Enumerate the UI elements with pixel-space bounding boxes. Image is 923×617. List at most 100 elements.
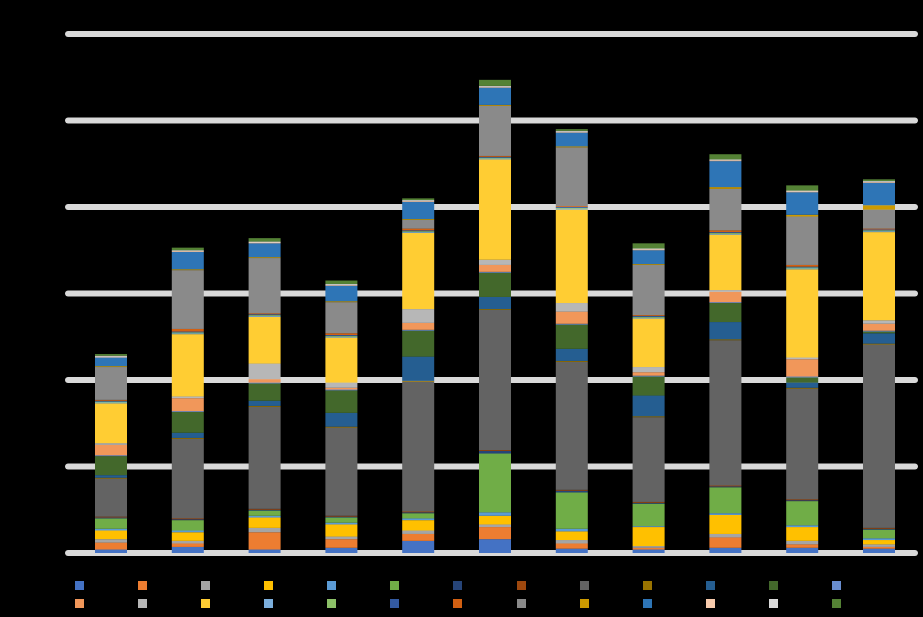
bar-segment [863,527,895,529]
bar-segment [709,547,742,553]
bar-segment [95,549,127,553]
bar-segment [709,487,742,514]
bar-segment [632,547,665,550]
bar-segment [171,437,204,439]
bar-segment [95,517,127,519]
bar-segment [95,539,127,543]
bar-segment [402,381,435,512]
bar-segment [709,233,742,235]
bar-segment [325,283,358,285]
bar-segment [555,207,588,208]
bar-segment [402,219,435,229]
bar-segment [863,331,895,334]
bar-segment [863,330,895,332]
bar-segment [863,205,895,210]
bar-segment [325,389,358,391]
bar-segment [786,544,819,548]
bar-segment [709,322,742,340]
bar-segment [709,514,742,534]
bar-segment [786,547,819,553]
bar-segment [171,520,204,531]
legend-swatch [453,598,463,608]
bar-segment [479,104,511,106]
legend-swatch [138,580,148,590]
bar-segment [479,158,511,160]
bar-segment [786,376,819,378]
bar-segment [479,512,511,516]
bar-segment [248,316,281,364]
legend-entry [768,598,832,608]
bar-segment [555,324,588,349]
bar-segment [555,528,588,532]
bar-segment [632,503,665,527]
bar-segment [95,403,127,444]
bar-segment [402,309,435,323]
bar-segment [325,335,358,336]
bar-segment [402,356,435,381]
bar-segment [479,86,511,88]
bar-segment [632,315,665,316]
bar-segment [709,513,742,515]
bar-segment [479,156,511,158]
bar-segment [325,285,358,302]
bar-segment [248,313,281,315]
bar-segment [555,147,588,207]
legend-swatch [75,580,84,590]
bar-segment [95,528,127,531]
bar-segment [786,192,819,215]
bar-segment [171,519,204,521]
bar-segment [709,290,742,292]
legend-swatch [642,580,652,590]
legend-entry [201,580,264,590]
bar-segment [632,316,665,318]
bar-segment [171,412,204,433]
bar-segment [402,232,435,310]
bar-segment [786,359,819,377]
bar-segment [709,232,742,234]
bar-segment [632,317,665,319]
bar-segment [709,303,742,323]
bar-segment [171,269,204,271]
legend-entry [705,598,769,608]
bar-segment [786,525,819,528]
bar-segment [171,328,204,332]
bar-segment [709,533,742,538]
bar-segment [479,309,511,310]
bar-segment [325,516,358,518]
bar-segment [402,232,435,233]
bar-segment [863,179,895,182]
legend-swatch [327,580,337,590]
legend-swatch [138,598,148,608]
legend-swatch [264,580,274,590]
legend-entry [516,580,580,590]
bar-segment [479,79,511,86]
bar-segment [171,530,204,533]
legend-entry [264,598,327,608]
bar-segment [325,301,358,303]
bar-segment [786,527,819,541]
bar-segment [95,444,127,456]
bar-segment [632,376,665,396]
bar-segment [325,547,358,553]
bar-segment [632,264,665,316]
bar-segment [479,159,511,260]
legend-entry [831,598,895,608]
legend-entry [642,598,706,608]
bar-segment [325,390,358,413]
bar-segment [632,250,665,265]
bar-segment [863,230,895,232]
bar-stack [248,238,281,553]
bar-segment [248,243,281,258]
bar-segment [479,524,511,528]
bar-segment [248,406,281,509]
bar-stack [632,243,665,553]
bar-segment [786,266,819,268]
bar-segment [863,544,895,547]
bar-segment [709,340,742,486]
bar-segment [248,508,281,510]
bar-segment [325,337,358,383]
bar-segment [863,231,895,233]
bar-segment [325,539,358,548]
bar-segment [786,357,819,360]
legend-swatch [75,598,84,608]
